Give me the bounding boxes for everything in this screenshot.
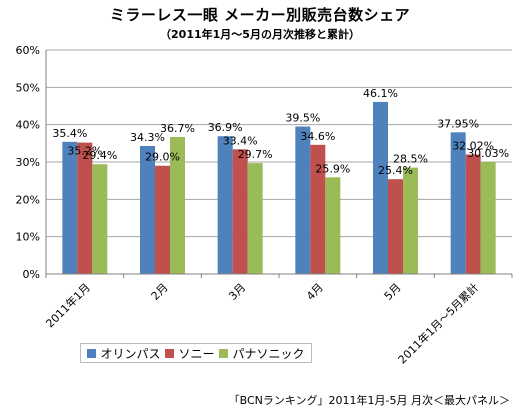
data-label: 36.7% xyxy=(160,122,195,135)
x-tick-label: 5月 xyxy=(382,281,404,303)
data-label: 30.03% xyxy=(467,147,509,160)
legend-item-olympus: オリンパス xyxy=(87,345,161,362)
x-tick-label: 2011年1月 xyxy=(43,280,93,330)
data-label: 34.6% xyxy=(300,130,335,143)
y-tick-label: 50% xyxy=(16,81,40,94)
data-label: 29.0% xyxy=(145,151,180,164)
y-axis-ticks: 0% 10% 20% 30% 40% 50% 60% xyxy=(16,44,40,281)
axes xyxy=(45,50,513,278)
bar xyxy=(295,126,311,275)
y-tick-label: 20% xyxy=(16,193,40,206)
legend-label-olympus: オリンパス xyxy=(100,346,161,361)
y-tick-label: 30% xyxy=(16,156,40,169)
data-label: 34.3% xyxy=(130,131,165,144)
data-label: 29.4% xyxy=(82,149,117,162)
data-label: 36.9% xyxy=(208,121,243,134)
data-label: 32.02% xyxy=(452,139,494,152)
bar xyxy=(170,136,185,274)
bar xyxy=(217,136,233,274)
bar xyxy=(310,144,326,274)
bar xyxy=(155,165,170,274)
legend-label-panasonic: パナソニック xyxy=(232,346,305,361)
bar xyxy=(325,177,341,274)
data-label: 35.2% xyxy=(67,145,102,158)
data-label: 33.4% xyxy=(223,134,258,147)
data-label: 39.5% xyxy=(285,112,320,125)
data-label: 25.9% xyxy=(315,162,350,175)
bar xyxy=(140,145,155,274)
legend-swatch-sony xyxy=(165,348,175,358)
y-tick-label: 0% xyxy=(23,268,40,281)
data-label: 25.4% xyxy=(378,164,413,177)
y-tick-label: 60% xyxy=(16,44,40,57)
data-labels: 35.4% 35.2%29.4% 34.3% 29.0% 36.7% 36.9%33.4%… xyxy=(52,87,509,177)
legend-swatch-panasonic xyxy=(219,348,229,358)
x-tick-label: 4月 xyxy=(304,281,326,303)
x-tick-label: 2011年1月〜5月累計 xyxy=(395,280,481,366)
bar xyxy=(403,167,418,274)
legend-label-sony: ソニー xyxy=(178,346,215,361)
chart-subtitle: （2011年1月〜5月の月次推移と累計） xyxy=(160,28,360,41)
data-label: 35.4% xyxy=(52,127,87,140)
bars xyxy=(62,101,496,275)
bar xyxy=(373,101,388,274)
data-label: 46.1% xyxy=(363,87,398,100)
bar xyxy=(62,141,78,274)
x-tick-label: 2月 xyxy=(149,281,171,303)
bar xyxy=(232,149,248,274)
bar xyxy=(92,164,108,274)
chart-title: ミラーレス一眼 メーカー別販売台数シェア xyxy=(109,6,411,24)
y-tick-label: 10% xyxy=(16,231,40,244)
y-tick-label: 40% xyxy=(16,119,40,132)
legend-swatch-olympus xyxy=(87,348,97,358)
bar xyxy=(480,161,496,274)
data-label: 28.5% xyxy=(393,153,428,166)
data-label: 37.95% xyxy=(437,117,479,130)
source-note: 「BCNランキング」2011年1月-5月 月次＜最大パネル＞ xyxy=(228,394,510,407)
bar xyxy=(465,154,481,274)
legend-item-sony: ソニー xyxy=(165,345,215,362)
bar xyxy=(450,132,466,274)
x-tick-label: 3月 xyxy=(226,281,248,303)
data-label: 29.7% xyxy=(238,148,273,161)
bar xyxy=(77,142,93,274)
bar xyxy=(247,163,263,274)
bar xyxy=(388,179,403,274)
legend-item-panasonic: パナソニック xyxy=(219,345,305,362)
legend: オリンパス ソニー パナソニック xyxy=(80,343,312,363)
